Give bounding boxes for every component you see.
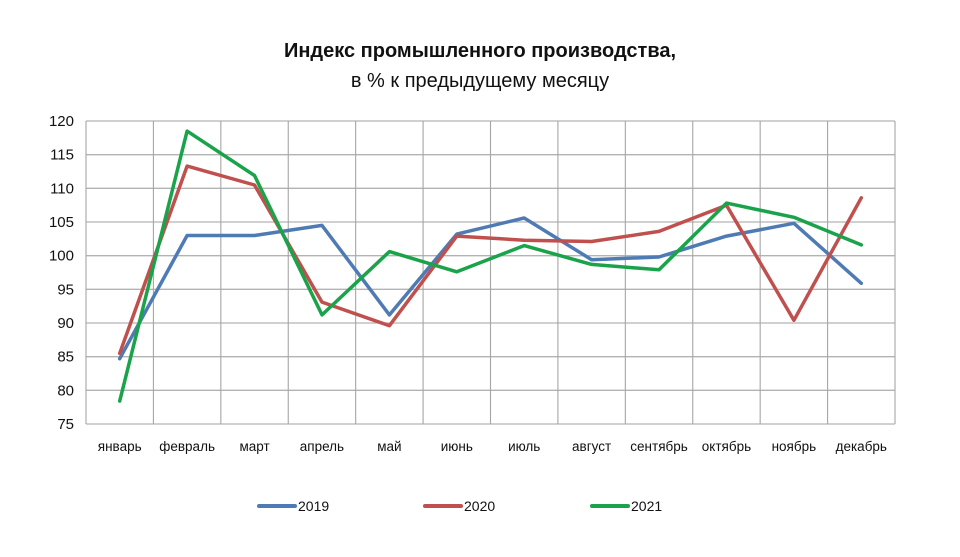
legend-label-2020: 2020 <box>464 498 495 514</box>
grid-lines <box>85 120 896 425</box>
x-tick-label: июнь <box>441 439 473 454</box>
x-axis: январь февраль март апрель май июнь июль август… <box>98 439 887 454</box>
y-tick-label: 95 <box>57 281 74 298</box>
y-axis: 75 80 85 90 95 100 105 110 115 120 <box>49 113 74 433</box>
y-tick-label: 115 <box>50 147 74 164</box>
series-lines <box>117 129 864 403</box>
x-tick-label: апрель <box>300 439 344 454</box>
y-tick-label: 105 <box>49 214 74 231</box>
x-tick-label: январь <box>98 439 142 454</box>
legend-label-2021: 2021 <box>631 498 662 514</box>
x-tick-label: декабрь <box>836 439 887 454</box>
legend-label-2019: 2019 <box>298 498 329 514</box>
y-tick-label: 80 <box>57 382 74 399</box>
series-line-2019 <box>117 216 864 361</box>
series-line-2020 <box>117 164 864 356</box>
chart-title: Индекс промышленного производства, <box>283 40 677 62</box>
x-tick-label: февраль <box>159 439 215 454</box>
x-tick-label: июль <box>508 439 540 454</box>
x-tick-label: март <box>239 439 269 454</box>
x-tick-label: май <box>377 439 401 454</box>
chart-subtitle: в % к предыдущему месяцу <box>350 70 610 92</box>
y-tick-label: 85 <box>57 349 74 366</box>
y-tick-label: 90 <box>57 315 74 332</box>
y-tick-label: 75 <box>57 416 74 433</box>
x-tick-label: ноябрь <box>772 439 817 454</box>
y-tick-label: 120 <box>49 113 74 130</box>
x-tick-label: август <box>572 439 611 454</box>
legend: 2019 2020 2021 <box>257 498 662 514</box>
x-tick-label: октябрь <box>702 439 751 454</box>
series-line-2021 <box>117 129 864 403</box>
y-tick-label: 100 <box>49 248 74 265</box>
y-tick-label: 110 <box>50 180 74 197</box>
x-tick-label: сентябрь <box>630 439 687 454</box>
